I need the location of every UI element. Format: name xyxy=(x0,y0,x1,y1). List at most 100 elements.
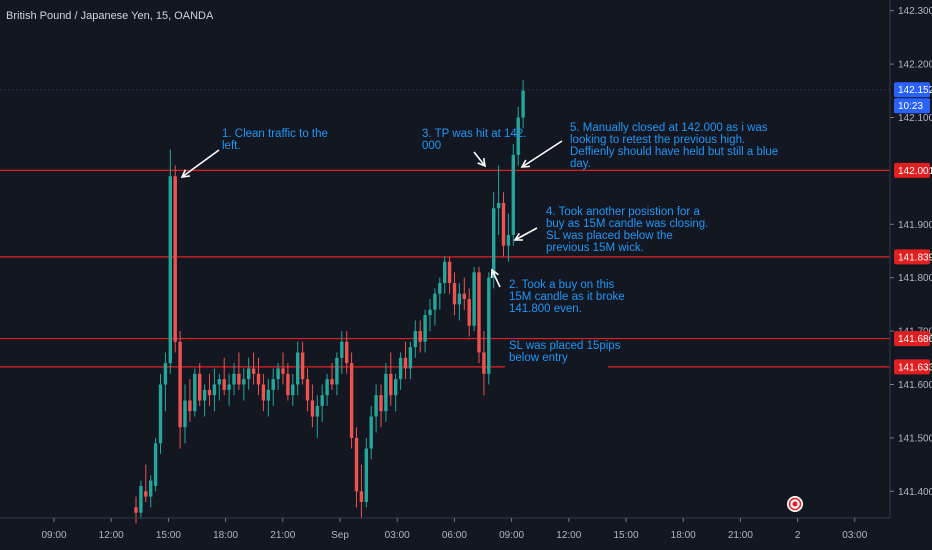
annotation-5[interactable]: 5. Manually closed at 142.000 as i was l… xyxy=(570,122,778,170)
candle xyxy=(521,80,525,129)
candle xyxy=(418,320,422,353)
candle xyxy=(516,106,520,166)
time-tick-label: 15:00 xyxy=(156,530,181,541)
candle xyxy=(139,480,143,518)
candle xyxy=(300,341,305,385)
arrow-icon xyxy=(473,151,487,168)
candle xyxy=(188,379,192,422)
price-tick-label: 142.100 xyxy=(898,113,932,124)
time-tick-label: 03:00 xyxy=(842,530,867,541)
level-price-tag: 141.633 xyxy=(894,359,932,375)
svg-text:142.001: 142.001 xyxy=(898,166,932,177)
replay-marker-icon[interactable] xyxy=(787,496,803,512)
time-tick-label: 06:00 xyxy=(442,530,467,541)
candle xyxy=(398,352,403,390)
annotation-sl[interactable]: SL was placed 15pips below entry xyxy=(509,340,620,364)
candle xyxy=(477,267,481,364)
price-tick-label: 141.500 xyxy=(898,433,932,444)
candle xyxy=(413,320,417,358)
countdown-tag: 10:23 xyxy=(894,98,930,114)
candle xyxy=(163,352,168,412)
time-tick-label: 18:00 xyxy=(213,530,238,541)
candle xyxy=(222,357,226,396)
annotation-3[interactable]: 3. TP was hit at 142. 000 xyxy=(422,128,526,152)
svg-text:10:23: 10:23 xyxy=(898,101,923,112)
candle xyxy=(178,331,182,449)
annotation-line: 141.800 even. xyxy=(509,303,582,315)
candle xyxy=(501,192,506,257)
candle xyxy=(369,405,373,460)
annotation-4[interactable]: 4. Took another posistion for a buy as 1… xyxy=(546,206,708,254)
time-tick-label: 09:00 xyxy=(499,530,524,541)
annotation-line: 1. Clean traffic to the xyxy=(222,128,328,140)
candle xyxy=(467,288,471,337)
horizontal-levels[interactable] xyxy=(0,89,890,368)
time-tick-label: 18:00 xyxy=(671,530,696,541)
candle xyxy=(428,299,432,332)
annotation-2[interactable]: 2. Took a buy on this 15M candle as it b… xyxy=(509,279,625,315)
candle xyxy=(134,496,138,524)
candle xyxy=(310,384,315,428)
annotation-line: 5. Manually closed at 142.000 as i was xyxy=(570,122,768,134)
candle xyxy=(364,437,368,508)
price-tick-label: 141.900 xyxy=(898,220,932,231)
candle xyxy=(330,363,334,390)
candle xyxy=(212,368,217,412)
time-axis[interactable]: 09:00 12:00 15:00 18:00 21:00 Sep 03:00 06:00 09… xyxy=(0,517,890,541)
candle xyxy=(227,373,231,406)
chart-title: British Pound / Japanese Yen, 15, OANDA xyxy=(6,10,214,22)
candle xyxy=(457,283,462,321)
candle xyxy=(207,373,212,406)
candle xyxy=(403,341,408,380)
svg-text:142.152: 142.152 xyxy=(898,85,932,96)
svg-text:141.633: 141.633 xyxy=(898,362,932,373)
annotation-line: looking to retest the previous high. xyxy=(570,134,746,146)
price-tick-label: 141.400 xyxy=(898,487,932,498)
candle xyxy=(496,165,501,235)
candle xyxy=(237,352,241,390)
candle xyxy=(349,352,354,449)
candle xyxy=(511,144,515,246)
time-tick-label: 21:00 xyxy=(270,530,295,541)
annotation-line: 2. Took a buy on this xyxy=(509,279,615,291)
annotation-line: 3. TP was hit at 142. xyxy=(422,128,527,140)
candle xyxy=(379,384,383,428)
candle xyxy=(242,368,246,401)
candle xyxy=(305,368,310,412)
annotation-line: 15M candle as it broke xyxy=(509,291,625,303)
candle xyxy=(158,373,163,454)
time-tick-label: 09:00 xyxy=(41,530,66,541)
candle xyxy=(296,341,300,396)
candle xyxy=(144,464,148,502)
candle xyxy=(320,384,324,422)
candle xyxy=(168,149,172,374)
candle xyxy=(462,277,466,310)
candle xyxy=(487,272,491,385)
candle xyxy=(193,368,197,417)
candle xyxy=(183,384,187,444)
candle xyxy=(374,384,378,433)
candle xyxy=(340,331,344,374)
candle xyxy=(472,267,476,332)
price-tick-label: 142.300 xyxy=(898,6,932,17)
annotation-line: left. xyxy=(222,140,241,152)
candle xyxy=(345,331,349,374)
candle xyxy=(149,475,153,508)
annotation-1[interactable]: 1. Clean traffic to the left. xyxy=(222,128,328,152)
arrow-icon xyxy=(520,140,563,168)
candle xyxy=(443,256,447,294)
time-tick-label: 2 xyxy=(795,530,801,541)
candle xyxy=(384,363,388,422)
candle xyxy=(281,352,285,385)
candle xyxy=(335,352,339,396)
annotation-line: buy as 15M candle was closing. xyxy=(546,218,709,230)
annotation-line: 4. Took another posistion for a xyxy=(546,206,700,218)
level-price-tag: 141.686 xyxy=(894,331,932,347)
candle xyxy=(217,373,221,401)
candle xyxy=(276,363,280,390)
time-tick-label: Sep xyxy=(331,530,349,541)
candle xyxy=(256,357,261,396)
candle xyxy=(433,288,437,326)
